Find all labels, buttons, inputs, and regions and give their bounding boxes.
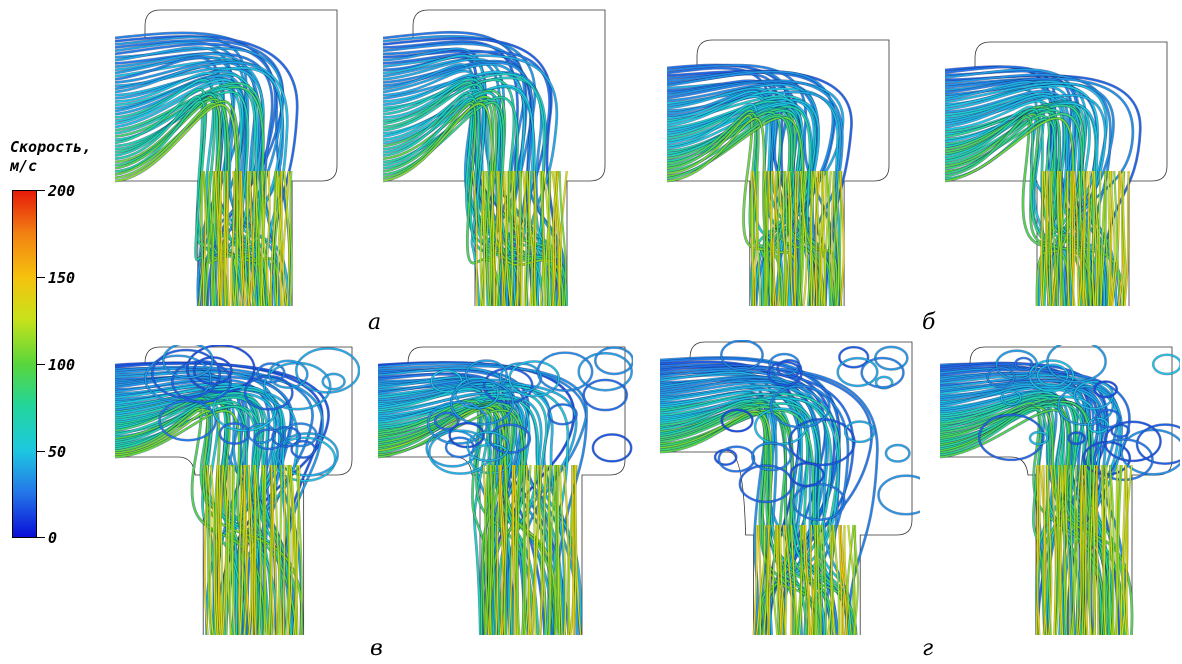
tick-mark — [37, 190, 45, 191]
tick-label-150: 150 — [48, 269, 76, 287]
caption-a: а — [368, 310, 382, 335]
tick-mark — [37, 537, 45, 538]
tick-label-100: 100 — [48, 356, 76, 374]
streamline-panel-a-right — [383, 8, 613, 306]
caption-g: г — [922, 636, 934, 661]
tick-mark — [37, 451, 45, 452]
tick-mark — [37, 277, 45, 278]
streamline-panel-g-left — [660, 340, 920, 635]
legend-title: Скорость, м/с — [10, 138, 92, 175]
tick-label-50: 50 — [48, 443, 67, 461]
streamline-panel-b-left — [667, 38, 897, 306]
streamline-panel-b-right — [945, 40, 1175, 306]
streamline-panel-v-left — [115, 345, 360, 635]
velocity-colorbar — [12, 190, 37, 538]
caption-v: в — [370, 636, 383, 661]
tick-label-0: 0 — [48, 529, 58, 547]
streamline-panel-a-left — [115, 8, 345, 306]
streamline-panel-g-right — [940, 345, 1180, 635]
streamline-panel-v-right — [378, 345, 633, 635]
tick-label-200: 200 — [48, 182, 76, 200]
caption-b: б — [922, 310, 936, 335]
tick-mark — [37, 364, 45, 365]
